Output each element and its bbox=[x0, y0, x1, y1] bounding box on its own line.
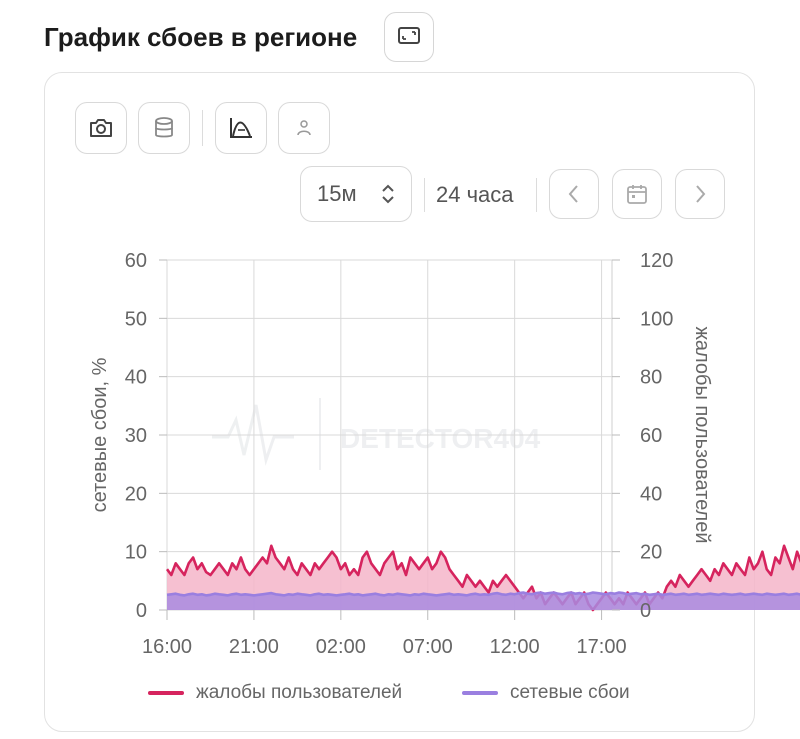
chart-style-button[interactable] bbox=[215, 102, 267, 154]
y-axis-right-title: жалобы пользователей bbox=[691, 326, 713, 543]
users-button[interactable] bbox=[278, 102, 330, 154]
watermark-text: DETECTOR404 bbox=[340, 423, 541, 454]
legend-label-complaints: жалобы пользователей bbox=[196, 682, 403, 703]
y-tick-label-right: 100 bbox=[640, 308, 673, 330]
legend-label-outages: сетевые сбои bbox=[510, 682, 630, 703]
camera-icon bbox=[90, 119, 112, 137]
person-icon bbox=[297, 120, 311, 136]
prev-period-button[interactable] bbox=[549, 169, 599, 219]
x-tick-label: 02:00 bbox=[316, 636, 366, 658]
x-tick-label: 16:00 bbox=[142, 636, 192, 658]
interval-value: 15м bbox=[317, 181, 357, 206]
y-tick-label-right: 80 bbox=[640, 367, 662, 389]
y-axis-left-title: сетевые сбои, % bbox=[89, 357, 111, 512]
page-title: График сбоев в регионе bbox=[44, 22, 358, 52]
y-tick-label-right: 60 bbox=[640, 425, 662, 447]
x-tick-label: 21:00 bbox=[229, 636, 279, 658]
y-tick-label-left: 20 bbox=[125, 483, 147, 505]
y-tick-label-left: 10 bbox=[125, 542, 147, 564]
legend-swatch-complaints bbox=[148, 691, 184, 695]
outages-series-area bbox=[167, 592, 800, 610]
updown-chevron-icon bbox=[382, 184, 394, 204]
screenshot-button[interactable] bbox=[75, 102, 127, 154]
y-tick-label-right: 120 bbox=[640, 250, 673, 272]
y-tick-label-left: 40 bbox=[125, 367, 147, 389]
calendar-button[interactable] bbox=[612, 169, 662, 219]
y-tick-label-right: 20 bbox=[640, 542, 662, 564]
monitor-icon bbox=[398, 27, 420, 44]
y-tick-label-left: 30 bbox=[125, 425, 147, 447]
legend-outages[interactable]: сетевые сбои bbox=[462, 682, 630, 704]
range-label: 24 часа bbox=[436, 182, 514, 207]
y-tick-label-right: 0 bbox=[640, 600, 651, 622]
database-icon bbox=[155, 117, 173, 138]
data-button[interactable] bbox=[138, 102, 190, 154]
y-tick-label-left: 60 bbox=[125, 250, 147, 272]
next-period-button[interactable] bbox=[675, 169, 725, 219]
chart-curve-icon bbox=[230, 118, 252, 138]
legend-complaints[interactable]: жалобы пользователей bbox=[148, 682, 402, 704]
display-mode-button[interactable] bbox=[384, 12, 434, 62]
x-tick-label: 07:00 bbox=[403, 636, 453, 658]
calendar-icon bbox=[627, 185, 647, 204]
watermark: DETECTOR404 bbox=[212, 398, 541, 470]
y-tick-label-right: 40 bbox=[640, 483, 662, 505]
y-tick-label-left: 0 bbox=[136, 600, 147, 622]
chevron-left-icon bbox=[568, 185, 578, 203]
y-tick-label-left: 50 bbox=[125, 308, 147, 330]
x-tick-label: 12:00 bbox=[490, 636, 540, 658]
interval-select[interactable]: 15м bbox=[300, 166, 412, 222]
outages-series-line bbox=[166, 591, 800, 597]
x-tick-label: 17:00 bbox=[577, 636, 627, 658]
legend-swatch-outages bbox=[462, 691, 498, 695]
chevron-right-icon bbox=[696, 185, 706, 203]
